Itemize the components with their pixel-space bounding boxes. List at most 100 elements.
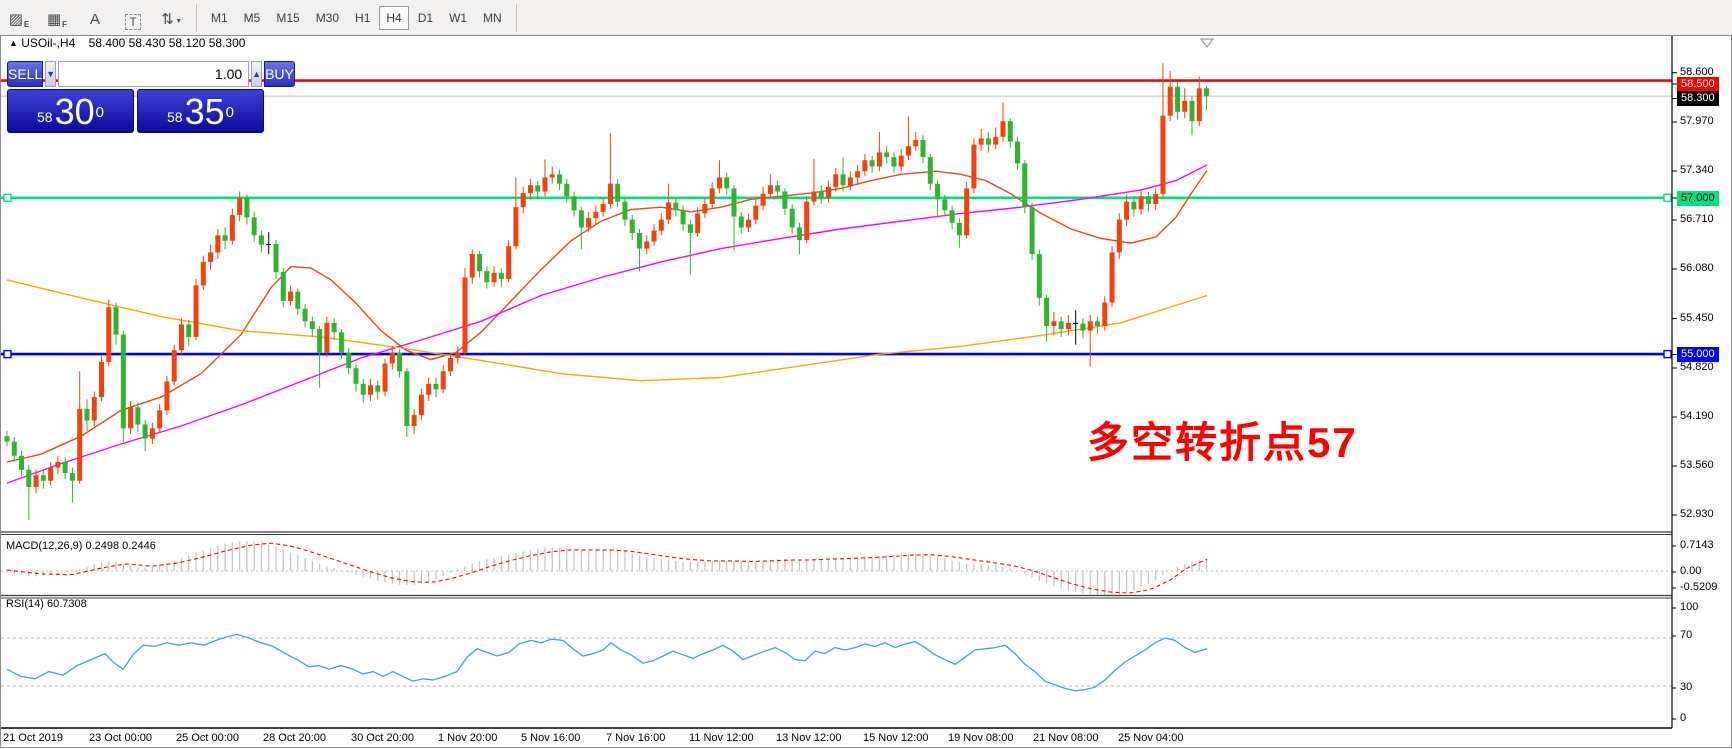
candle-body (309, 321, 315, 330)
candle-body (4, 436, 10, 442)
timeframe-button-H4[interactable]: H4 (379, 5, 409, 30)
candle-body (1160, 115, 1166, 194)
candle-body (855, 171, 861, 178)
candle-body (389, 352, 395, 364)
text-label-icon[interactable]: A (89, 10, 100, 28)
candle-body (593, 211, 599, 219)
candle-body (353, 368, 359, 384)
price-axis-badge: 55.000 (1677, 347, 1719, 362)
candle-body (484, 271, 490, 283)
support-line-right-anchor[interactable] (1663, 349, 1672, 359)
candle-body (1036, 254, 1042, 298)
timeframe-button-M5[interactable]: M5 (243, 10, 261, 25)
candle-body (69, 472, 75, 481)
volume-increase-button[interactable]: ▲ (251, 61, 263, 87)
pivot-line-right-anchor[interactable] (1663, 193, 1672, 202)
candle-body (557, 174, 563, 184)
candle-body (644, 241, 650, 249)
volume-input[interactable] (58, 61, 250, 87)
macd-signal-line (6, 542, 1208, 594)
buy-price-prefix: 58 (167, 109, 183, 125)
candle-body (106, 307, 112, 362)
candle-body (971, 144, 977, 189)
timeframe-button-M1[interactable]: M1 (211, 10, 228, 25)
date-axis-label: 15 Nov 12:00 (863, 732, 929, 744)
timeframe-button-MN[interactable]: MN (483, 10, 502, 25)
candle-body (273, 243, 279, 273)
candle-body (1153, 193, 1159, 205)
support-line-left-anchor[interactable] (3, 349, 12, 359)
candle-body (99, 361, 105, 398)
candle-body (578, 210, 584, 228)
candle-body (258, 235, 264, 245)
candle-body (636, 232, 642, 249)
buy-button[interactable]: BUY (264, 61, 295, 87)
candle-body (149, 428, 155, 439)
candle-body (397, 352, 403, 372)
candle-body (375, 385, 381, 392)
candle-body (586, 218, 592, 228)
candle-body (826, 186, 832, 198)
price-axis-badge: 58.300 (1677, 91, 1719, 106)
price-chart[interactable] (1, 36, 1732, 749)
candle-body (1204, 88, 1210, 97)
candle-body (26, 469, 32, 488)
price-axis-label: 56.710 (1680, 213, 1714, 225)
candle-body (753, 205, 759, 220)
candle-body (229, 214, 235, 241)
timeframe-button-M30[interactable]: M30 (315, 10, 340, 25)
candle-body (433, 383, 439, 390)
candle-body (1095, 321, 1100, 326)
candle-body (55, 461, 61, 468)
instrument-ohlc: 58.400 58.430 58.120 58.300 (88, 36, 246, 50)
indicator-list-icon[interactable]: ▨ E (8, 10, 30, 29)
timeframe-button-M15[interactable]: M15 (276, 10, 300, 25)
date-axis-label: 25 Nov 04:00 (1118, 732, 1184, 744)
candle-body (1102, 302, 1108, 326)
candle-body (666, 202, 672, 220)
candle-body (360, 383, 366, 395)
candle-body (702, 204, 708, 214)
template-grid-icon[interactable]: ▦ F (46, 10, 68, 29)
buy-price-pane[interactable]: 58 35 0 (137, 89, 264, 133)
toolbar-separator (196, 3, 197, 32)
candle-body (382, 363, 388, 392)
sell-price-pane[interactable]: 58 30 0 (7, 89, 134, 133)
volume-decrease-button[interactable]: ▼ (45, 61, 57, 87)
candle-body (1058, 321, 1064, 330)
text-box-icon[interactable]: T (115, 5, 151, 31)
candle-body (1131, 201, 1137, 210)
candle-body (142, 424, 148, 439)
timeframe-button-W1[interactable]: W1 (449, 10, 468, 25)
candle-body (789, 208, 795, 228)
candle-body (222, 235, 228, 241)
instrument-title: USOil-,H4 (21, 36, 76, 50)
date-axis-label: 21 Nov 08:00 (1033, 732, 1099, 744)
toolbar-separator (515, 3, 517, 32)
candle-body (884, 152, 890, 158)
ma-fast-red (6, 170, 1208, 463)
candle-body (615, 183, 621, 202)
macd-axis-label: -0.5209 (1680, 581, 1718, 593)
candle-body (673, 202, 679, 211)
candle-body (266, 243, 272, 246)
candle-body (535, 185, 541, 192)
candle-body (1189, 100, 1195, 122)
candle-body (847, 177, 853, 186)
pivot-line-left-anchor[interactable] (3, 193, 12, 202)
sell-button[interactable]: SELL (7, 61, 44, 87)
timeframe-button-H1[interactable]: H1 (355, 10, 371, 25)
price-axis-label: 56.080 (1680, 262, 1714, 274)
buy-price-big: 35 (184, 91, 225, 132)
candle-body (905, 146, 911, 156)
candle-body (1029, 207, 1035, 255)
candle-body (498, 272, 504, 280)
candle-body (455, 352, 461, 359)
chart-shift-marker-icon[interactable] (1199, 38, 1215, 48)
candle-body (760, 193, 766, 206)
candle-body (731, 188, 737, 217)
candle-body (317, 329, 323, 353)
timeframe-button-D1[interactable]: D1 (417, 10, 434, 25)
arrows-tool-icon[interactable]: ⇅ ▾ (161, 10, 181, 28)
candle-body (840, 174, 846, 186)
